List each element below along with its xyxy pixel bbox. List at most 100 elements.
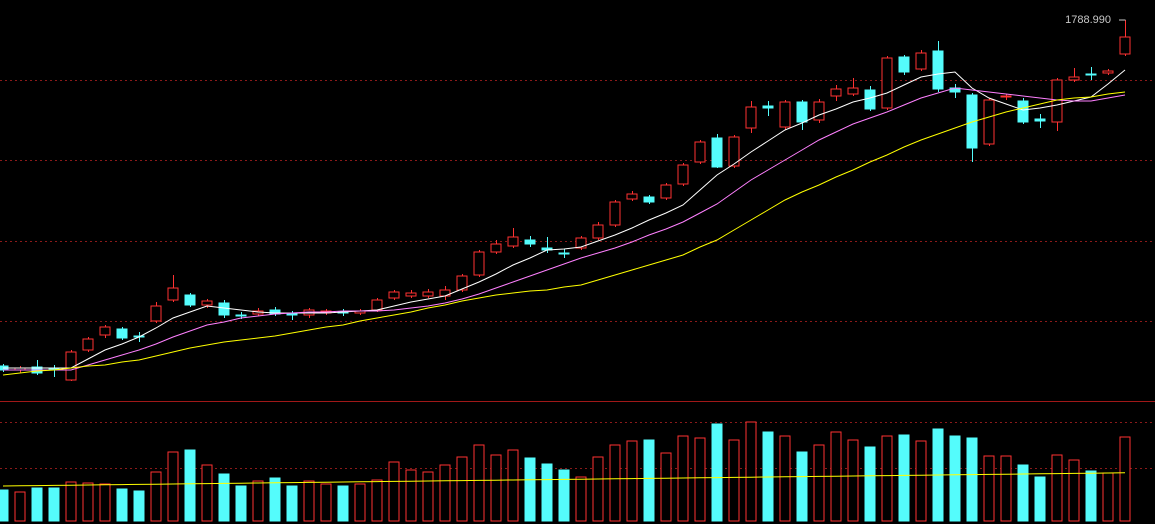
volume-bar — [643, 439, 655, 522]
candle-body — [167, 287, 179, 301]
volume-bar — [541, 463, 553, 522]
candle-body — [490, 243, 502, 253]
volume-bar — [745, 421, 757, 522]
volume-bar — [269, 477, 281, 522]
volume-bar — [915, 440, 927, 522]
candle-body — [762, 105, 774, 109]
volume-bar — [1017, 464, 1029, 522]
candle-body — [218, 302, 230, 316]
volume-bar — [1000, 455, 1012, 522]
volume-bar — [1051, 454, 1063, 522]
candle-body — [898, 56, 910, 73]
candle-body — [728, 136, 740, 167]
volume-bar — [575, 476, 587, 522]
candle-body — [388, 291, 400, 299]
candle-body — [82, 338, 94, 351]
candle-body — [915, 52, 927, 70]
moving-average-line — [2, 91, 1126, 376]
volume-bar — [1034, 476, 1046, 522]
volume-bar — [949, 435, 961, 522]
volume-bar — [388, 461, 400, 522]
candle-body — [456, 275, 468, 291]
candle-body — [813, 101, 825, 121]
candle-body — [201, 300, 213, 306]
volume-bar — [371, 479, 383, 522]
candle-body — [677, 164, 689, 185]
volume-bar — [99, 483, 111, 522]
volume-bar — [252, 480, 264, 522]
volume-bar — [609, 444, 621, 522]
volume-bar — [303, 480, 315, 522]
volume-bar — [150, 471, 162, 522]
candle-body — [694, 141, 706, 163]
candle-body — [796, 101, 808, 123]
volume-bar — [14, 491, 26, 522]
candle-body — [575, 237, 587, 249]
volume-bar — [48, 487, 60, 522]
candle-body — [235, 314, 247, 317]
volume-bar — [558, 469, 570, 522]
volume-bar — [133, 490, 145, 522]
volume-bar — [1102, 472, 1114, 522]
volume-bar — [1068, 459, 1080, 522]
candle-body — [65, 351, 77, 381]
candle-body — [507, 236, 519, 247]
candle-body — [983, 99, 995, 145]
volume-bar — [354, 483, 366, 522]
volume-bar — [779, 435, 791, 522]
volume-bar — [728, 439, 740, 522]
candle-body — [881, 57, 893, 109]
volume-bar — [405, 469, 417, 522]
candle-body — [830, 88, 842, 97]
volume-bar — [31, 487, 43, 522]
volume-bar — [796, 451, 808, 522]
candle-body — [1068, 76, 1080, 81]
candle-body — [1119, 36, 1131, 55]
candle-body — [1085, 73, 1097, 76]
candle-body — [439, 289, 451, 297]
volume-bar — [184, 449, 196, 522]
candle-body — [1000, 95, 1012, 98]
volume-bar — [592, 456, 604, 522]
candle-body — [1017, 100, 1029, 123]
candle-body — [745, 106, 757, 129]
candle-body — [626, 193, 638, 200]
volume-bar — [65, 481, 77, 522]
volume-bar — [711, 423, 723, 522]
volume-bar — [456, 456, 468, 522]
volume-bar — [1119, 436, 1131, 522]
candle-body — [847, 87, 859, 95]
volume-bar — [490, 454, 502, 522]
candle-body — [779, 101, 791, 128]
candle-body — [864, 89, 876, 110]
volume-bar — [660, 452, 672, 522]
candle-body — [473, 251, 485, 276]
moving-average-line — [3, 87, 1126, 371]
volume-bar — [813, 444, 825, 522]
candle-body — [592, 224, 604, 239]
candle-body — [660, 184, 672, 199]
volume-bar — [439, 464, 451, 522]
candle-body — [405, 292, 417, 297]
volume-bar — [473, 444, 485, 522]
volume-bar — [235, 485, 247, 522]
volume-bar — [116, 488, 128, 522]
volume-bar — [847, 439, 859, 522]
volume-bar — [966, 437, 978, 522]
volume-bar — [320, 483, 332, 522]
candle-body — [1102, 70, 1114, 74]
candle-body — [99, 326, 111, 336]
candle-body — [609, 201, 621, 226]
volume-bar — [0, 489, 9, 522]
volume-bar — [694, 437, 706, 522]
volume-bar — [286, 485, 298, 522]
volume-bar — [881, 435, 893, 522]
candle-body — [286, 313, 298, 316]
candle-body — [711, 137, 723, 168]
candle-body — [150, 305, 162, 322]
candle-body — [558, 252, 570, 255]
candle-body — [932, 50, 944, 90]
candle-body — [422, 291, 434, 297]
